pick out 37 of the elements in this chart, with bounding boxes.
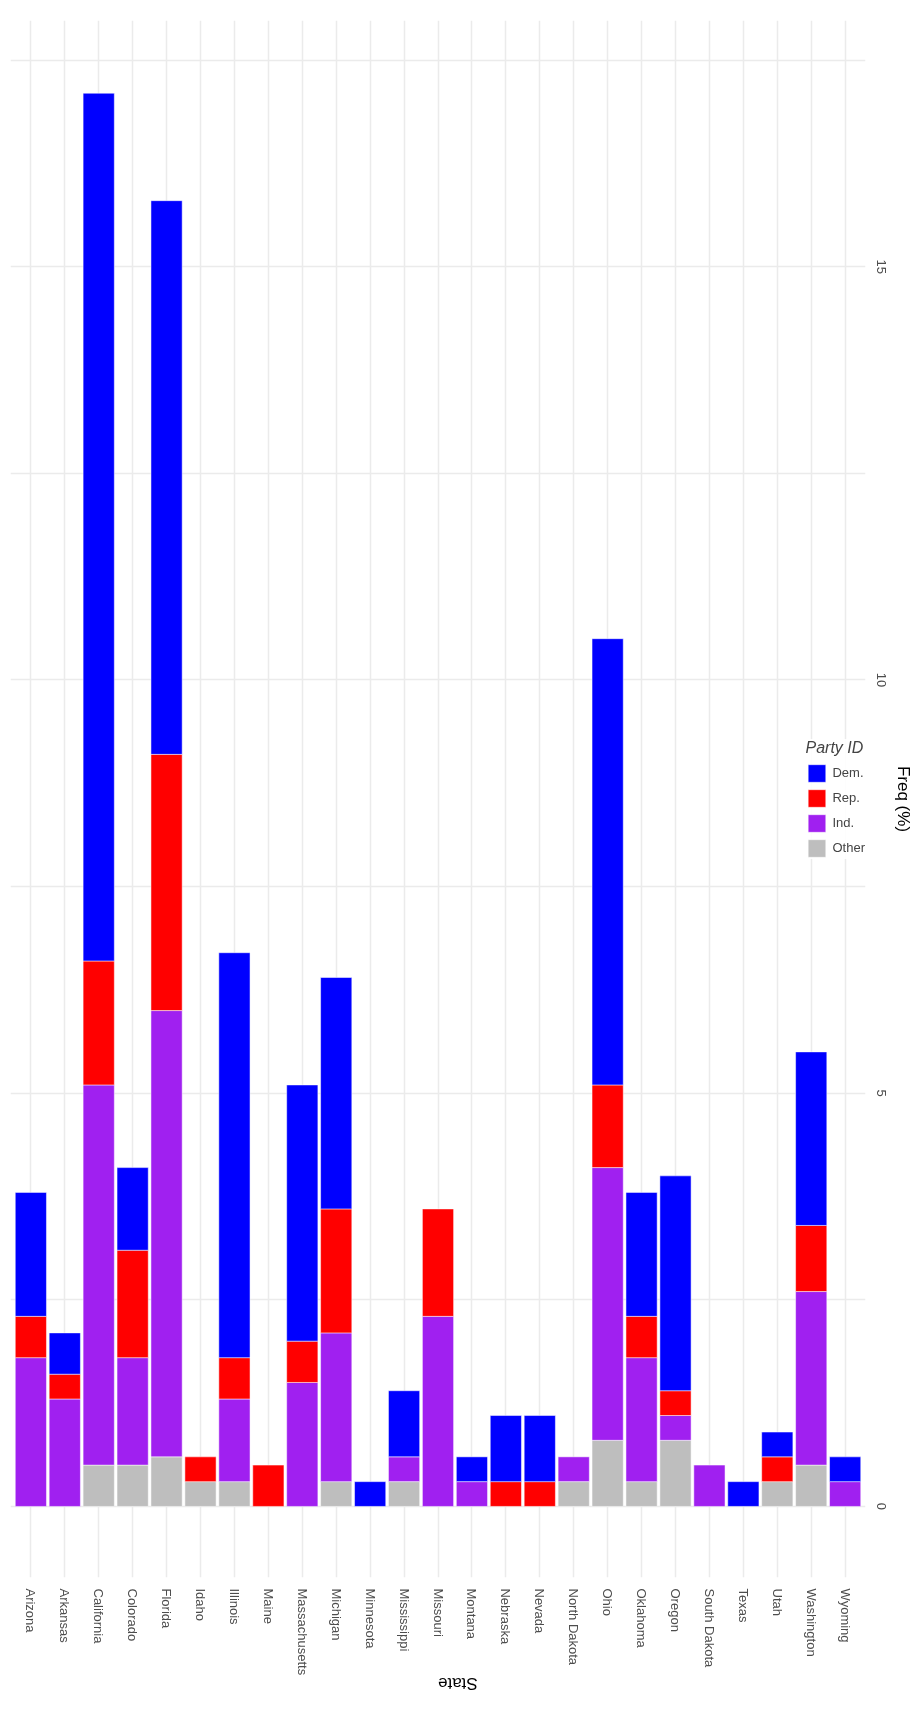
x-tick-label: Arizona: [23, 1588, 39, 1634]
x-tick-label: California: [91, 1588, 107, 1645]
x-tick-label: North Dakota: [566, 1588, 582, 1666]
x-tick-label: Massachusetts: [294, 1588, 310, 1676]
legend-title: Party ID: [805, 738, 865, 757]
legend-label: Ind.: [832, 815, 855, 830]
x-tick-label: Mississippi: [396, 1588, 412, 1652]
x-tick-label: Ohio: [600, 1588, 616, 1616]
x-tick-label: Utah: [769, 1588, 785, 1616]
bar: [354, 1481, 386, 1507]
x-tick-label: Maine: [260, 1588, 276, 1624]
x-tick-label: Michigan: [328, 1588, 344, 1641]
x-tick-label: Oklahoma: [634, 1588, 650, 1649]
x-tick-label: Washington: [803, 1588, 819, 1657]
y-tick-label: 10: [873, 672, 889, 688]
y-tick-label: 5: [873, 1089, 889, 1097]
legend-label: Dem.: [832, 765, 864, 780]
x-tick-label: Nebraska: [498, 1588, 514, 1645]
y-axis-title: Freq (%): [893, 765, 913, 833]
x-tick-label: Illinois: [226, 1588, 242, 1626]
x-tick-label: Missouri: [430, 1588, 446, 1638]
y-tick-label: 15: [873, 259, 889, 275]
x-axis-title: State: [437, 1673, 478, 1693]
x-tick-label: Nevada: [532, 1588, 548, 1635]
legend-label: Rep.: [832, 790, 860, 805]
x-tick-label: Wyoming: [837, 1588, 853, 1643]
x-tick-label: Florida: [159, 1588, 175, 1630]
x-tick-label: Montana: [464, 1588, 480, 1640]
x-tick-label: Arkansas: [57, 1588, 73, 1644]
x-tick-label: Texas: [735, 1588, 751, 1623]
x-tick-label: Idaho: [193, 1588, 208, 1622]
legend-label: Other: [832, 840, 865, 855]
x-tick-label: Minnesota: [362, 1588, 378, 1650]
x-tick-label: Oregon: [668, 1588, 683, 1632]
x-tick-label: Colorado: [125, 1588, 141, 1642]
x-tick-label: South Dakota: [701, 1588, 717, 1669]
y-tick-label: 0: [873, 1502, 889, 1511]
